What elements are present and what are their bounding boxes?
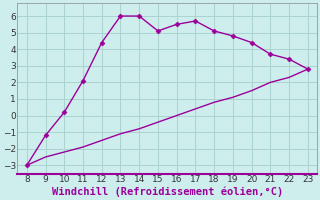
X-axis label: Windchill (Refroidissement éolien,°C): Windchill (Refroidissement éolien,°C) [52,187,283,197]
